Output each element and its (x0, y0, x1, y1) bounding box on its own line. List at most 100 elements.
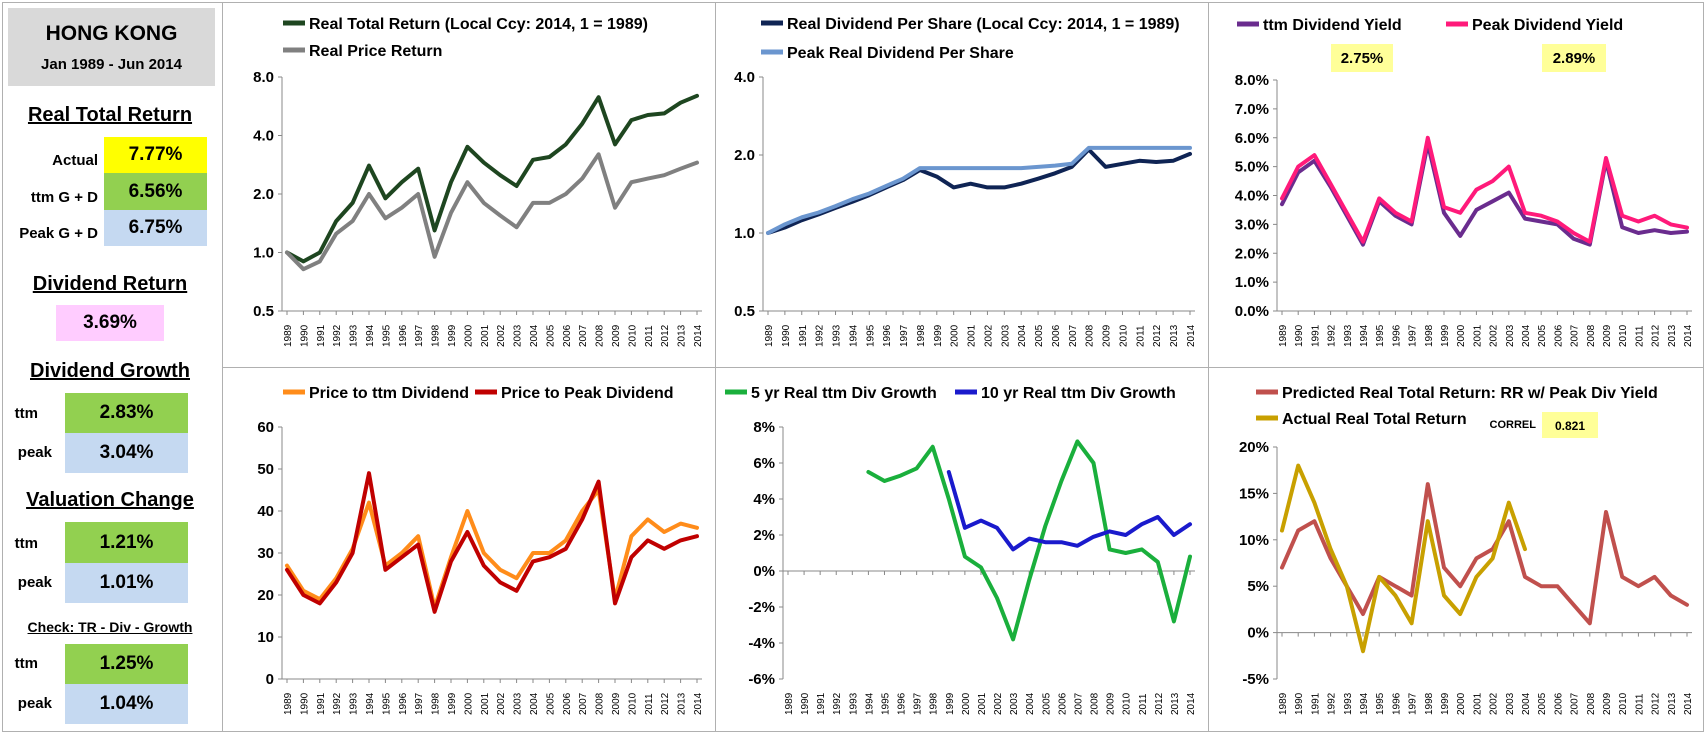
c4-series-point-1 (367, 471, 371, 475)
c4-y-tick-label: 10 (257, 629, 274, 646)
c6-series-point-0 (1636, 584, 1640, 588)
dg-peak-label: peak (17, 444, 52, 461)
c5-series-point-1 (995, 526, 999, 530)
c2-series-point-1 (969, 166, 973, 170)
c5-series-point-1 (1092, 535, 1096, 539)
c6-series-point-0 (1426, 482, 1430, 486)
c3-badge-box (1542, 44, 1606, 72)
c1-series-point-0 (351, 201, 355, 205)
c1-series-point-0 (629, 118, 633, 122)
c3-series-point-1 (1361, 240, 1365, 244)
c1-x-tick-label: 2007 (578, 324, 589, 347)
c5-series-point-0 (1059, 479, 1063, 483)
c1-legend-label-0: Real Total Return (Local Ccy: 2014, 1 = … (309, 16, 648, 33)
c4-series-point-0 (646, 517, 650, 521)
c6-x-tick-label: 2010 (1618, 692, 1629, 715)
c3-series-point-1 (1410, 219, 1414, 223)
c2-x-tick-label: 2009 (1102, 324, 1113, 347)
c6-series-point-0 (1507, 519, 1511, 523)
c5-x-tick-label: 1999 (945, 692, 956, 715)
c1-series-point-1 (597, 152, 601, 156)
c3-series-point-0 (1620, 225, 1624, 229)
c5-series-point-1 (1172, 533, 1176, 537)
dg-ttm-value: 2.83% (65, 393, 188, 433)
c3-series-point-1 (1442, 205, 1446, 209)
c5-x-tick-label: 2005 (1041, 692, 1052, 715)
c3-x-tick-label: 1998 (1424, 324, 1435, 347)
c1-series-point-0 (580, 122, 584, 126)
c6-series-point-0 (1555, 584, 1559, 588)
c2-x-tick-label: 2001 (967, 324, 978, 347)
c4-y-tick-label: 0 (266, 671, 274, 688)
c6-x-tick-label: 1990 (1294, 692, 1305, 715)
c4-x-tick-label: 2012 (660, 692, 671, 715)
c1-y-tick-label: 0.5 (253, 303, 274, 320)
c6-x-tick-label: 1989 (1278, 692, 1289, 715)
c4-series-point-0 (531, 551, 535, 555)
c2-series-point-1 (1104, 146, 1108, 150)
c4-x-tick-label: 2013 (677, 692, 688, 715)
c4-series-point-0 (367, 501, 371, 505)
c2-series-point-1 (817, 210, 821, 214)
c1-series-point-1 (613, 206, 617, 210)
c2-series-point-0 (1137, 159, 1141, 163)
c5-x-tick-label: 2009 (1106, 692, 1117, 715)
c6-x-tick-label: 2013 (1667, 692, 1678, 715)
c3-series-point-1 (1539, 214, 1543, 218)
c5-series-point-0 (947, 497, 951, 501)
c5-series-point-1 (963, 526, 967, 530)
check-peak-label: peak (17, 695, 52, 712)
c2-series-line-0 (766, 147, 1192, 235)
c3-x-tick-label: 1990 (1294, 324, 1305, 347)
c1-series-point-0 (515, 184, 519, 188)
c4-series-point-1 (646, 538, 650, 542)
c2-x-tick-label: 1991 (798, 324, 809, 347)
c3-series-point-1 (1474, 188, 1478, 192)
c2-series-point-1 (901, 177, 905, 181)
c3-badge-box (1331, 44, 1393, 72)
c1-series-point-1 (449, 211, 453, 215)
c4-series-point-1 (597, 480, 601, 484)
c4-series-point-1 (679, 538, 683, 542)
c4-x-tick-label: 1994 (365, 692, 376, 715)
c2-x-tick-label: 1993 (832, 324, 843, 347)
c2-series-point-1 (1070, 162, 1074, 166)
c3-x-tick-label: 2013 (1667, 324, 1678, 347)
rtr-ttm-value: 6.56% (104, 173, 207, 210)
c3-series-point-0 (1588, 243, 1592, 247)
c3-series-point-0 (1507, 191, 1511, 195)
c3-x-tick-label: 1989 (1278, 324, 1289, 347)
valuation-change-title: Valuation Change (26, 489, 194, 511)
c2-x-tick-label: 2010 (1118, 324, 1129, 347)
c2-series-point-0 (1154, 160, 1158, 164)
c3-y-tick-label: 7.0% (1235, 101, 1269, 118)
c1-series-point-1 (334, 232, 338, 236)
c1-series-line-1 (285, 152, 699, 272)
c6-correl-value: 0.821 (1555, 419, 1585, 433)
c2-series-point-1 (1188, 146, 1192, 150)
c6-series-point-0 (1620, 575, 1624, 579)
c6-x-tick-label: 2003 (1505, 692, 1516, 715)
c1-series-point-0 (482, 161, 486, 165)
c1-y-tick-label: 1.0 (253, 245, 274, 262)
c6-legend-label-1: Actual Real Total Return (1282, 411, 1467, 428)
c4-series-point-1 (416, 543, 420, 547)
c4-x-tick-label: 2005 (545, 692, 556, 715)
c6-series-point-1 (1393, 593, 1397, 597)
c3-badge-value: 2.89% (1553, 50, 1596, 67)
c5-x-tick-label: 1998 (929, 692, 940, 715)
c5-x-tick-label: 1996 (897, 692, 908, 715)
c2-series-point-1 (1019, 166, 1023, 170)
c1-x-tick-label: 2013 (677, 324, 688, 347)
c6-x-tick-label: 2004 (1521, 692, 1532, 715)
period-label: Jan 1989 - Jun 2014 (41, 55, 182, 73)
c3-x-tick-label: 1995 (1375, 324, 1386, 347)
c1-x-tick-label: 2000 (463, 324, 474, 347)
c5-series-point-0 (995, 596, 999, 600)
c4-x-tick-label: 1999 (447, 692, 458, 715)
c6-x-tick-label: 1997 (1408, 692, 1419, 715)
c2-series-point-1 (766, 231, 770, 235)
c1-series-point-0 (679, 101, 683, 105)
c5-series-point-0 (899, 474, 903, 478)
c6-series-point-1 (1426, 519, 1430, 523)
